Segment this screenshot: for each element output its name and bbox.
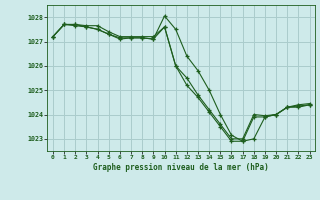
X-axis label: Graphe pression niveau de la mer (hPa): Graphe pression niveau de la mer (hPa) — [93, 163, 269, 172]
